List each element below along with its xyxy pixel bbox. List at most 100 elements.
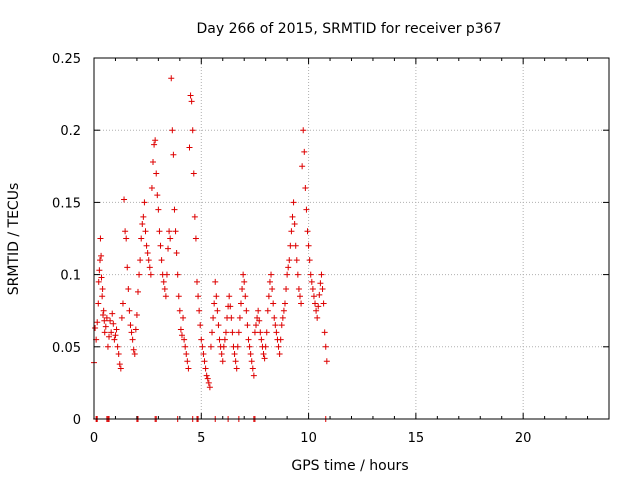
- data-point: [303, 206, 310, 213]
- tick-layer: 0 5 10 15 20 0 0.05 0.1 0.15 0.2 0.25: [52, 52, 609, 446]
- data-point: [129, 336, 136, 343]
- data-point: [234, 343, 241, 350]
- data-point: [221, 336, 228, 343]
- data-point: [203, 372, 210, 379]
- x-tick-label: 15: [408, 431, 425, 446]
- data-point: [310, 293, 317, 300]
- data-point: [163, 271, 170, 278]
- data-point: [107, 317, 114, 324]
- data-point: [116, 361, 123, 368]
- data-point: [260, 351, 267, 358]
- data-point: [302, 184, 309, 191]
- y-tick-label: 0.05: [52, 341, 81, 356]
- data-point: [246, 343, 253, 350]
- data-point: [297, 293, 303, 300]
- data-point: [121, 196, 128, 203]
- data-point: [251, 329, 258, 336]
- data-point: [239, 286, 246, 293]
- data-point: [182, 343, 189, 350]
- data-point: [162, 293, 169, 300]
- y-tick-label: 0.25: [52, 52, 81, 67]
- data-point: [119, 300, 126, 307]
- data-point: [200, 351, 207, 358]
- data-point: [281, 300, 288, 307]
- data-point: [191, 213, 198, 220]
- data-point: [207, 343, 214, 350]
- data-point: [148, 184, 155, 191]
- data-point: [103, 314, 110, 321]
- data-point: [94, 319, 101, 326]
- data-point: [228, 314, 235, 321]
- data-point: [110, 320, 117, 327]
- data-point: [189, 127, 196, 134]
- data-point: [322, 343, 329, 350]
- data-point: [248, 358, 255, 365]
- data-point: [102, 323, 109, 330]
- data-point: [242, 293, 249, 300]
- data-point: [216, 336, 223, 343]
- data-point: [183, 351, 190, 358]
- data-point: [295, 286, 302, 293]
- data-point: [104, 343, 111, 350]
- data-point: [250, 372, 257, 379]
- data-point: [177, 326, 184, 333]
- data-point: [290, 199, 297, 206]
- data-point: [257, 329, 264, 336]
- data-point: [270, 300, 277, 307]
- data-point: [153, 170, 160, 177]
- data-point: [305, 242, 312, 249]
- data-point: [157, 242, 164, 249]
- data-point: [192, 235, 199, 242]
- data-point: [299, 163, 306, 170]
- data-point: [319, 286, 326, 293]
- data-point: [101, 317, 108, 324]
- data-point: [293, 257, 300, 264]
- data-point: [106, 333, 113, 340]
- data-point: [132, 326, 139, 333]
- data-point: [323, 358, 330, 365]
- data-point: [123, 235, 130, 242]
- data-point: [244, 322, 251, 329]
- data-point: [219, 358, 226, 365]
- data-point: [198, 336, 205, 343]
- data-point: [197, 322, 204, 329]
- data-point: [249, 365, 256, 372]
- data-point: [155, 206, 162, 213]
- data-point: [241, 278, 248, 285]
- data-point: [101, 329, 108, 336]
- data-point: [283, 286, 290, 293]
- data-point: [133, 312, 140, 319]
- data-point: [125, 286, 132, 293]
- data-point: [95, 300, 102, 307]
- data-point: [174, 271, 181, 278]
- data-point: [300, 127, 307, 134]
- data-point: [114, 343, 121, 350]
- data-point: [156, 228, 163, 235]
- data-point: [253, 322, 260, 329]
- data-point: [180, 314, 187, 321]
- data-point: [231, 351, 238, 358]
- data-point: [280, 307, 287, 314]
- data-point: [298, 300, 305, 307]
- x-tick-label: 20: [515, 431, 532, 446]
- data-point: [150, 158, 157, 165]
- data-point: [151, 141, 158, 148]
- data-point: [235, 329, 242, 336]
- data-point: [243, 307, 250, 314]
- data-point: [213, 293, 220, 300]
- data-point: [152, 137, 159, 144]
- data-point: [184, 358, 191, 365]
- data-point: [278, 322, 285, 329]
- data-point: [166, 228, 173, 235]
- data-point: [127, 322, 134, 329]
- data-point: [131, 351, 138, 358]
- data-point: [277, 336, 284, 343]
- data-point: [201, 358, 208, 365]
- data-point: [137, 257, 144, 264]
- data-point: [308, 278, 315, 285]
- data-point: [255, 307, 262, 314]
- data-point: [172, 228, 179, 235]
- data-point: [190, 170, 197, 177]
- data-point: [176, 307, 183, 314]
